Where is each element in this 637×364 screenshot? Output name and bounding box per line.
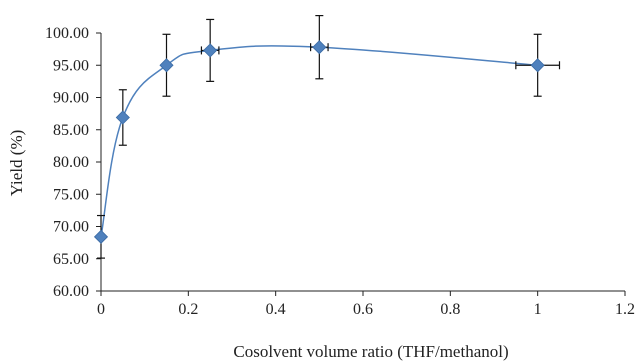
y-tick-label: 85.00 bbox=[53, 122, 89, 139]
x-tick-label: 1.2 bbox=[615, 301, 635, 318]
error-bars bbox=[97, 14, 561, 259]
series-line bbox=[100, 45, 538, 237]
x-tick-label: 0.4 bbox=[266, 301, 286, 318]
y-tick-label: 65.00 bbox=[53, 251, 89, 268]
x-tick-label: 0 bbox=[97, 301, 105, 318]
x-axis-title: Cosolvent volume ratio (THF/methanol) bbox=[233, 342, 508, 361]
x-tick-label: 0.2 bbox=[178, 301, 198, 318]
y-tick-label: 90.00 bbox=[53, 90, 89, 107]
data-point bbox=[530, 58, 545, 73]
data-point bbox=[93, 229, 109, 244]
y-tick-label: 95.00 bbox=[53, 57, 89, 74]
y-tick-label: 70.00 bbox=[53, 219, 89, 236]
ticks: 0 0.2 0.4 0.6 0.8 1 1.2 60.00 65.00 70.00 75.00 80.… bbox=[45, 25, 635, 318]
y-axis-title: Yield (%) bbox=[7, 130, 26, 197]
x-tick-label: 0.8 bbox=[440, 301, 460, 318]
x-tick-label: 1 bbox=[534, 301, 542, 318]
data-point bbox=[115, 110, 130, 125]
axes bbox=[100, 33, 625, 292]
data-points bbox=[93, 40, 545, 244]
y-tick-label: 75.00 bbox=[53, 186, 89, 203]
data-point bbox=[312, 40, 327, 55]
y-tick-label: 60.00 bbox=[53, 283, 89, 300]
data-point bbox=[159, 58, 174, 73]
y-tick-label: 100.00 bbox=[45, 25, 89, 42]
data-point bbox=[203, 43, 218, 58]
y-tick-label: 80.00 bbox=[53, 154, 89, 171]
x-tick-label: 0.6 bbox=[353, 301, 373, 318]
curve-layer bbox=[100, 45, 538, 237]
